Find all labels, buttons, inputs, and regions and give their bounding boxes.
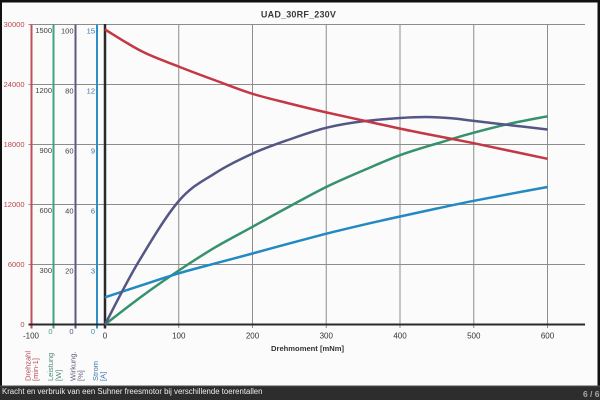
- svg-text:3: 3: [91, 266, 95, 275]
- svg-text:600: 600: [39, 206, 52, 215]
- svg-text:Leistung: Leistung: [46, 353, 55, 381]
- svg-text:Drehmoment [mNm]: Drehmoment [mNm]: [271, 344, 344, 353]
- svg-text:9: 9: [91, 146, 95, 155]
- svg-text:12: 12: [87, 86, 95, 95]
- svg-text:0: 0: [48, 327, 52, 336]
- svg-text:300: 300: [39, 266, 52, 275]
- svg-text:0: 0: [91, 327, 95, 336]
- svg-text:200: 200: [246, 332, 260, 341]
- svg-text:Wirkung.: Wirkung.: [69, 351, 78, 381]
- svg-text:6: 6: [91, 206, 95, 215]
- svg-text:60: 60: [65, 147, 73, 156]
- svg-text:100: 100: [172, 332, 186, 341]
- svg-text:20: 20: [65, 267, 73, 276]
- svg-text:12000: 12000: [4, 200, 25, 209]
- svg-text:0: 0: [20, 320, 24, 329]
- svg-text:0: 0: [69, 327, 73, 336]
- svg-text:80: 80: [65, 87, 73, 96]
- svg-text:600: 600: [541, 332, 555, 341]
- svg-text:40: 40: [65, 207, 73, 216]
- svg-text:[A]: [A]: [99, 372, 108, 381]
- svg-text:1500: 1500: [35, 26, 52, 35]
- svg-text:18000: 18000: [4, 140, 25, 149]
- svg-text:Drehzahl: Drehzahl: [24, 351, 33, 381]
- svg-text:30000: 30000: [4, 20, 25, 29]
- svg-text:500: 500: [467, 332, 481, 341]
- svg-text:[min-1]: [min-1]: [31, 358, 40, 381]
- svg-text:300: 300: [320, 332, 334, 341]
- svg-text:100: 100: [61, 27, 74, 36]
- svg-text:24000: 24000: [4, 80, 25, 89]
- svg-text:[%]: [%]: [76, 370, 85, 381]
- svg-text:Strom: Strom: [91, 361, 100, 381]
- svg-text:Kracht en verbruik van een Suh: Kracht en verbruik van een Suhner freesm…: [2, 387, 262, 396]
- svg-text:15: 15: [87, 26, 95, 35]
- svg-text:1200: 1200: [35, 86, 52, 95]
- svg-text:6000: 6000: [8, 260, 25, 269]
- svg-text:400: 400: [393, 332, 407, 341]
- svg-text:UAD_30RF_230V: UAD_30RF_230V: [261, 10, 336, 20]
- svg-text:6 / 6: 6 / 6: [583, 389, 600, 399]
- svg-text:900: 900: [39, 146, 52, 155]
- svg-text:0: 0: [103, 332, 108, 341]
- svg-text:-100: -100: [23, 332, 40, 341]
- svg-text:[W]: [W]: [54, 370, 63, 381]
